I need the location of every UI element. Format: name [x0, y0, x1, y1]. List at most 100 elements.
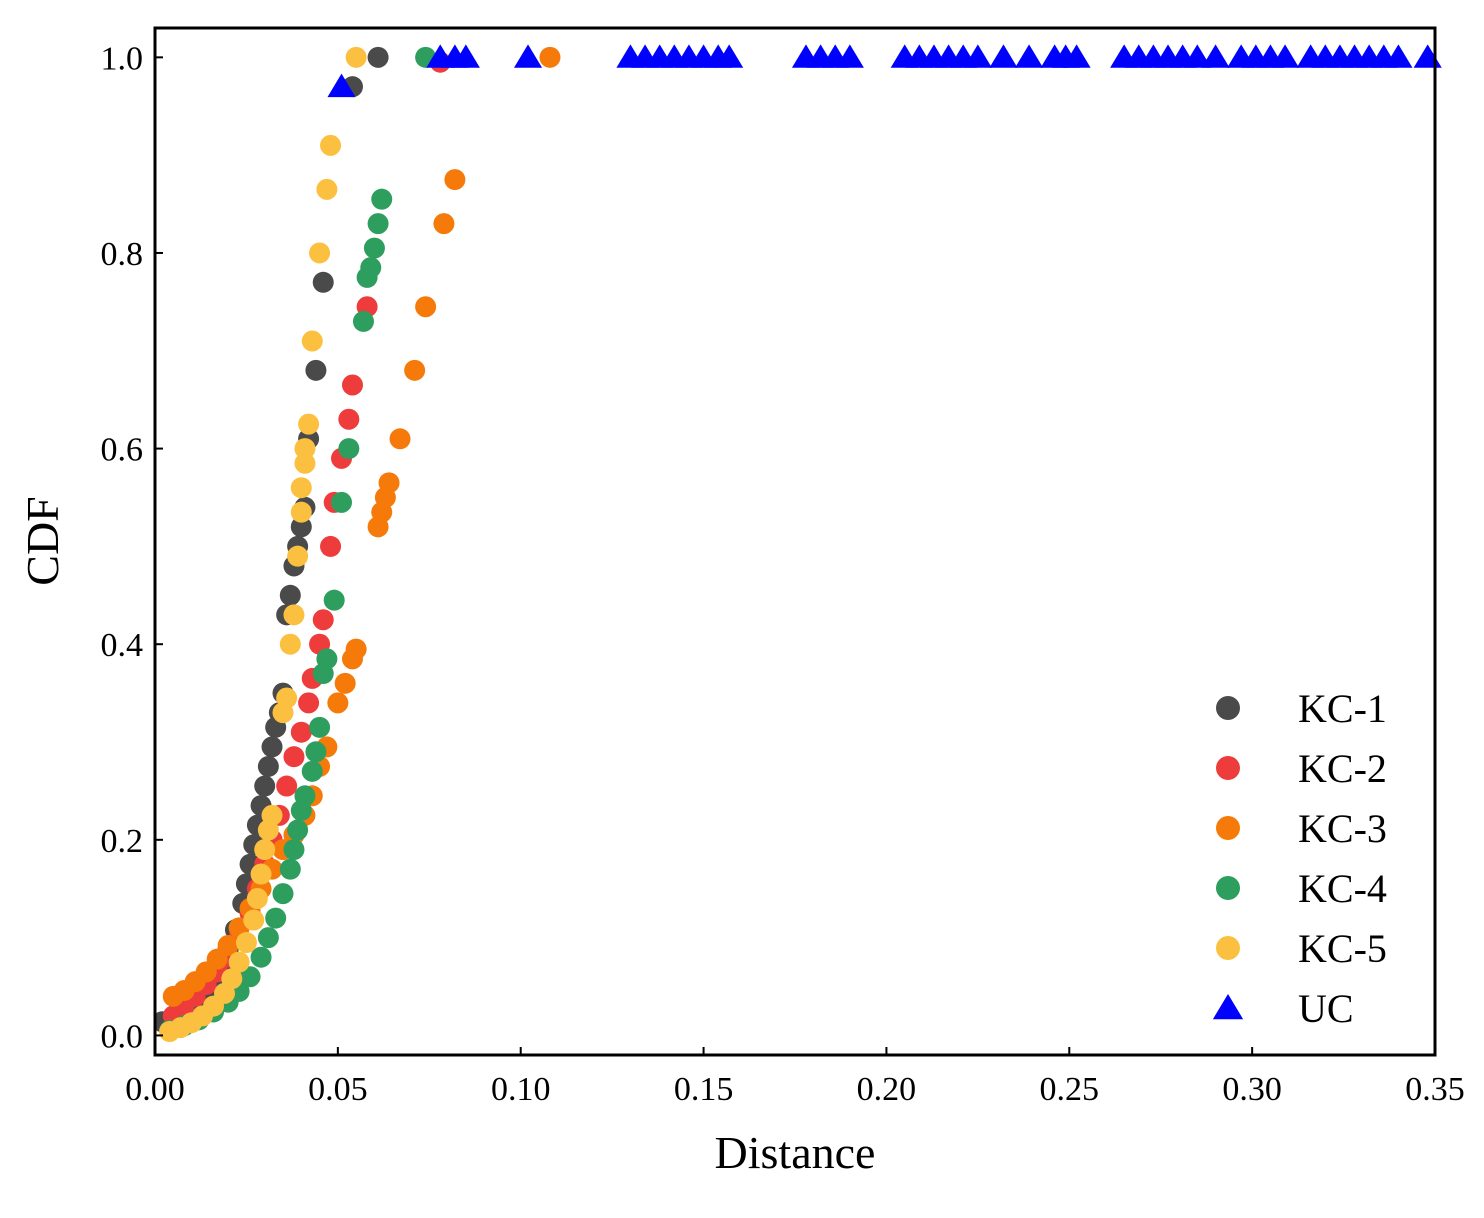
x-tick-label: 0.30	[1222, 1071, 1282, 1108]
data-point-kc-5	[294, 438, 316, 460]
data-point-uc	[1201, 44, 1230, 68]
y-tick-label: 0.2	[101, 823, 144, 860]
data-point-kc-2	[290, 721, 312, 743]
data-point-uc	[1271, 44, 1300, 68]
x-tick-label: 0.25	[1040, 1071, 1100, 1108]
legend-marker-kc-1	[1216, 696, 1240, 720]
data-point-uc	[327, 73, 356, 98]
data-point-kc-5	[290, 477, 312, 499]
data-point-kc-5	[276, 687, 298, 709]
data-point-kc-3	[433, 213, 455, 235]
y-tick-label: 0.6	[101, 432, 144, 469]
data-point-kc-2	[298, 692, 320, 714]
chart-legend: KC-1 KC-2 KC-3 KC-4 KC-5 UC	[1212, 686, 1387, 1031]
data-point-kc-3	[404, 359, 426, 381]
data-point-kc-4	[305, 741, 327, 763]
data-point-kc-1	[261, 736, 283, 758]
data-point-kc-1	[305, 359, 327, 381]
data-point-kc-4	[239, 966, 261, 988]
data-point-kc-3	[217, 934, 239, 956]
data-points-layer	[155, 44, 1442, 1043]
y-axis-title: CDF	[17, 496, 68, 585]
data-point-kc-5	[294, 452, 316, 474]
plot-area-frame	[153, 26, 1437, 1057]
data-point-kc-3	[415, 296, 437, 318]
data-point-kc-4	[287, 819, 309, 841]
data-point-kc-5	[221, 968, 243, 990]
data-point-kc-3	[378, 472, 400, 494]
data-point-kc-5	[261, 804, 283, 826]
legend-label-uc: UC	[1298, 986, 1354, 1031]
data-point-kc-3	[345, 638, 367, 660]
data-point-kc-4	[250, 946, 272, 968]
data-point-kc-5	[301, 330, 323, 352]
data-point-kc-1	[312, 271, 334, 293]
data-point-uc	[513, 44, 543, 68]
data-point-kc-5	[228, 951, 250, 973]
x-tick-label: 0.15	[674, 1071, 734, 1108]
legend-marker-uc	[1212, 994, 1244, 1020]
data-point-kc-5	[320, 134, 342, 156]
data-point-kc-3	[444, 169, 466, 191]
data-point-kc-2	[338, 408, 360, 430]
data-point-kc-2	[320, 535, 342, 557]
data-point-uc	[1015, 44, 1044, 68]
data-point-kc-5	[290, 501, 312, 523]
legend-label-kc-3: KC-3	[1298, 806, 1387, 851]
data-point-uc	[1062, 44, 1091, 68]
data-point-kc-5	[246, 888, 268, 910]
x-tick-label: 0.35	[1405, 1071, 1465, 1108]
legend-marker-kc-2	[1216, 756, 1240, 780]
data-point-kc-4	[316, 648, 338, 670]
data-point-kc-3	[327, 692, 349, 714]
data-point-kc-1	[254, 775, 276, 797]
data-point-kc-4	[331, 491, 353, 513]
data-point-kc-4	[367, 213, 389, 235]
data-point-kc-2	[283, 746, 305, 768]
data-point-kc-5	[316, 178, 338, 200]
data-point-kc-4	[352, 310, 374, 332]
data-point-uc	[715, 44, 744, 68]
data-point-kc-1	[290, 516, 312, 538]
data-point-kc-5	[254, 839, 276, 861]
data-point-kc-1	[367, 46, 389, 68]
data-point-kc-4	[371, 188, 393, 210]
data-point-kc-4	[338, 438, 360, 460]
data-point-kc-3	[389, 428, 411, 450]
x-tick-label: 0.00	[125, 1071, 185, 1108]
x-tick-label: 0.05	[308, 1071, 368, 1108]
series-kc-5	[159, 46, 367, 1043]
data-point-uc	[835, 44, 864, 68]
data-point-kc-5	[250, 863, 272, 885]
data-point-uc	[989, 44, 1018, 68]
data-point-kc-5	[345, 46, 367, 68]
y-tick-label: 0.4	[101, 627, 144, 664]
data-point-kc-3	[334, 672, 356, 694]
data-point-kc-4	[279, 858, 301, 880]
data-point-uc	[963, 44, 992, 68]
legend-label-kc-1: KC-1	[1298, 686, 1387, 731]
x-tick-label: 0.10	[491, 1071, 551, 1108]
y-axis-ticks: 0.0 0.2 0.4 0.6 0.8 1.0	[101, 40, 163, 1055]
data-point-kc-4	[265, 907, 287, 929]
data-point-kc-4	[283, 839, 305, 861]
legend-marker-kc-4	[1216, 876, 1240, 900]
data-point-kc-1	[279, 584, 301, 606]
legend-marker-kc-3	[1216, 816, 1240, 840]
data-point-kc-4	[363, 237, 385, 259]
data-point-uc	[1384, 44, 1413, 68]
data-point-kc-5	[283, 604, 305, 626]
data-point-kc-1	[257, 755, 279, 777]
data-point-kc-2	[276, 775, 298, 797]
data-point-kc-5	[279, 633, 301, 655]
legend-label-kc-2: KC-2	[1298, 746, 1387, 791]
data-point-uc	[1183, 44, 1212, 68]
y-tick-label: 0.8	[101, 236, 144, 273]
data-point-kc-2	[312, 609, 334, 631]
legend-marker-kc-5	[1216, 936, 1240, 960]
data-point-kc-4	[257, 927, 279, 949]
series-uc	[327, 44, 1442, 98]
x-axis-ticks: 0.00 0.05 0.10 0.15 0.20 0.25 0.30 0.35	[125, 1047, 1465, 1108]
